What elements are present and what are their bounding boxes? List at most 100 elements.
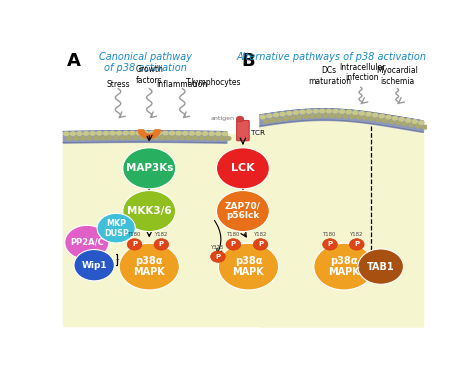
Circle shape <box>84 257 104 272</box>
Circle shape <box>126 193 173 229</box>
Circle shape <box>126 135 132 140</box>
Circle shape <box>140 202 159 217</box>
Circle shape <box>79 235 95 247</box>
Circle shape <box>329 113 336 118</box>
Circle shape <box>154 239 169 250</box>
Circle shape <box>137 200 162 220</box>
Circle shape <box>97 213 135 243</box>
Circle shape <box>139 135 146 140</box>
Circle shape <box>349 239 364 250</box>
Circle shape <box>217 148 269 189</box>
Circle shape <box>408 122 415 128</box>
Circle shape <box>146 164 152 168</box>
Circle shape <box>123 246 175 287</box>
Text: Y182: Y182 <box>254 232 267 237</box>
Circle shape <box>342 114 349 119</box>
Circle shape <box>127 249 172 283</box>
Text: ZAP70/
p56lck: ZAP70/ p56lck <box>225 202 261 221</box>
Circle shape <box>378 263 383 266</box>
Circle shape <box>312 109 319 114</box>
Text: Canonical pathway
of p38 activation: Canonical pathway of p38 activation <box>99 51 192 73</box>
Circle shape <box>352 110 359 115</box>
Circle shape <box>83 131 90 136</box>
Circle shape <box>73 136 80 141</box>
Circle shape <box>289 115 296 120</box>
Circle shape <box>74 249 114 281</box>
Circle shape <box>133 155 165 180</box>
Circle shape <box>92 262 96 265</box>
Circle shape <box>142 131 149 135</box>
Circle shape <box>323 239 337 250</box>
Circle shape <box>97 213 135 243</box>
Text: Y182: Y182 <box>350 232 364 237</box>
Circle shape <box>90 260 99 268</box>
Circle shape <box>279 111 286 117</box>
Circle shape <box>112 223 120 230</box>
Text: PP2A/C: PP2A/C <box>70 238 104 247</box>
Circle shape <box>68 227 106 257</box>
Circle shape <box>179 135 185 140</box>
Circle shape <box>227 155 259 180</box>
Circle shape <box>283 116 289 121</box>
Circle shape <box>143 205 155 214</box>
Circle shape <box>388 119 395 124</box>
Circle shape <box>205 135 212 141</box>
Circle shape <box>73 231 100 252</box>
Circle shape <box>66 136 73 141</box>
Circle shape <box>230 157 256 177</box>
Text: T180: T180 <box>323 232 337 237</box>
Circle shape <box>142 259 156 270</box>
Circle shape <box>364 253 398 279</box>
Text: p38α
MAPK: p38α MAPK <box>133 256 165 277</box>
Circle shape <box>99 135 106 140</box>
Circle shape <box>322 113 329 118</box>
Circle shape <box>123 148 176 189</box>
Circle shape <box>112 135 119 140</box>
Circle shape <box>223 152 263 183</box>
Circle shape <box>217 191 269 232</box>
Circle shape <box>373 259 389 272</box>
Circle shape <box>333 256 355 273</box>
Circle shape <box>339 109 346 114</box>
Circle shape <box>82 255 107 274</box>
Circle shape <box>146 135 152 140</box>
Circle shape <box>219 243 279 290</box>
Text: p38α
MAPK: p38α MAPK <box>328 256 360 277</box>
Text: Alternative pathways of p38 activation: Alternative pathways of p38 activation <box>236 51 426 61</box>
Circle shape <box>80 135 86 141</box>
Circle shape <box>102 131 109 136</box>
Text: T-lymphocytes: T-lymphocytes <box>186 78 241 87</box>
Circle shape <box>365 112 372 117</box>
Polygon shape <box>138 130 160 138</box>
Circle shape <box>306 109 312 114</box>
FancyBboxPatch shape <box>237 121 249 141</box>
Circle shape <box>143 162 155 171</box>
Circle shape <box>137 157 162 177</box>
Circle shape <box>79 253 109 276</box>
Circle shape <box>123 191 176 232</box>
Circle shape <box>129 152 169 183</box>
Circle shape <box>133 198 165 223</box>
Circle shape <box>341 262 347 266</box>
Circle shape <box>234 202 252 217</box>
Text: B: B <box>241 51 255 70</box>
Circle shape <box>155 131 162 135</box>
Circle shape <box>382 118 388 123</box>
Circle shape <box>65 225 109 259</box>
Text: T180: T180 <box>128 232 141 237</box>
Circle shape <box>230 251 267 280</box>
Circle shape <box>292 110 299 115</box>
Circle shape <box>102 217 130 239</box>
Circle shape <box>123 191 176 232</box>
Circle shape <box>358 249 403 284</box>
Text: MKP
DUSP: MKP DUSP <box>104 219 128 238</box>
Text: antigen: antigen <box>211 116 235 121</box>
Text: T180: T180 <box>227 232 240 237</box>
Circle shape <box>321 249 366 283</box>
Circle shape <box>226 239 241 250</box>
Circle shape <box>286 111 292 116</box>
Circle shape <box>385 114 392 120</box>
Circle shape <box>175 131 182 136</box>
Circle shape <box>362 115 369 120</box>
Circle shape <box>356 115 362 120</box>
